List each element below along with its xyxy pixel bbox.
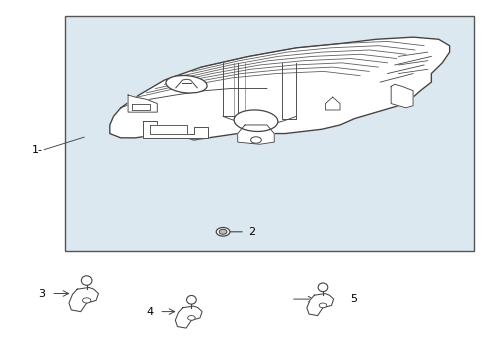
Ellipse shape (219, 229, 227, 234)
Ellipse shape (188, 315, 195, 320)
Polygon shape (110, 37, 450, 140)
Ellipse shape (234, 110, 278, 131)
Polygon shape (391, 84, 413, 108)
Polygon shape (175, 306, 202, 328)
Ellipse shape (319, 303, 327, 308)
Ellipse shape (166, 76, 207, 93)
Ellipse shape (250, 137, 261, 143)
Text: 2: 2 (248, 227, 256, 237)
Polygon shape (307, 294, 334, 316)
Polygon shape (69, 287, 98, 312)
Polygon shape (150, 125, 187, 134)
Text: 1-: 1- (32, 145, 43, 155)
Polygon shape (132, 104, 150, 110)
Polygon shape (143, 121, 208, 138)
Text: 4: 4 (147, 307, 154, 316)
Text: 3: 3 (38, 288, 46, 298)
Bar (65, 16, 474, 251)
Ellipse shape (318, 283, 328, 292)
Text: 5: 5 (350, 294, 357, 304)
Polygon shape (238, 125, 274, 144)
Ellipse shape (82, 298, 91, 303)
Ellipse shape (187, 296, 196, 304)
Ellipse shape (81, 276, 92, 285)
Polygon shape (128, 95, 157, 112)
Ellipse shape (216, 228, 230, 236)
